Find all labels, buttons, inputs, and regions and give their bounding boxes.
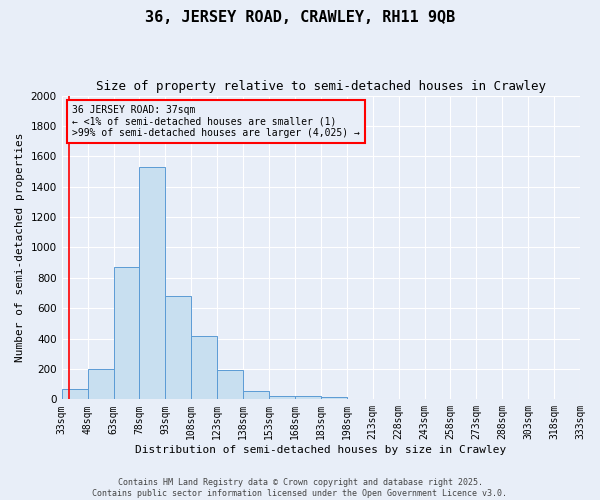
Bar xyxy=(295,396,321,400)
Text: Contains HM Land Registry data © Crown copyright and database right 2025.
Contai: Contains HM Land Registry data © Crown c… xyxy=(92,478,508,498)
Bar xyxy=(113,267,139,400)
Bar xyxy=(217,370,243,400)
Bar xyxy=(269,396,295,400)
Text: 36, JERSEY ROAD, CRAWLEY, RH11 9QB: 36, JERSEY ROAD, CRAWLEY, RH11 9QB xyxy=(145,10,455,25)
Bar xyxy=(321,397,347,400)
X-axis label: Distribution of semi-detached houses by size in Crawley: Distribution of semi-detached houses by … xyxy=(135,445,506,455)
Text: 36 JERSEY ROAD: 37sqm
← <1% of semi-detached houses are smaller (1)
>99% of semi: 36 JERSEY ROAD: 37sqm ← <1% of semi-deta… xyxy=(72,104,360,138)
Bar xyxy=(243,391,269,400)
Bar xyxy=(88,369,113,400)
Bar xyxy=(191,336,217,400)
Y-axis label: Number of semi-detached properties: Number of semi-detached properties xyxy=(15,132,25,362)
Bar xyxy=(166,296,191,400)
Title: Size of property relative to semi-detached houses in Crawley: Size of property relative to semi-detach… xyxy=(96,80,546,93)
Bar xyxy=(139,167,166,400)
Bar xyxy=(62,390,88,400)
